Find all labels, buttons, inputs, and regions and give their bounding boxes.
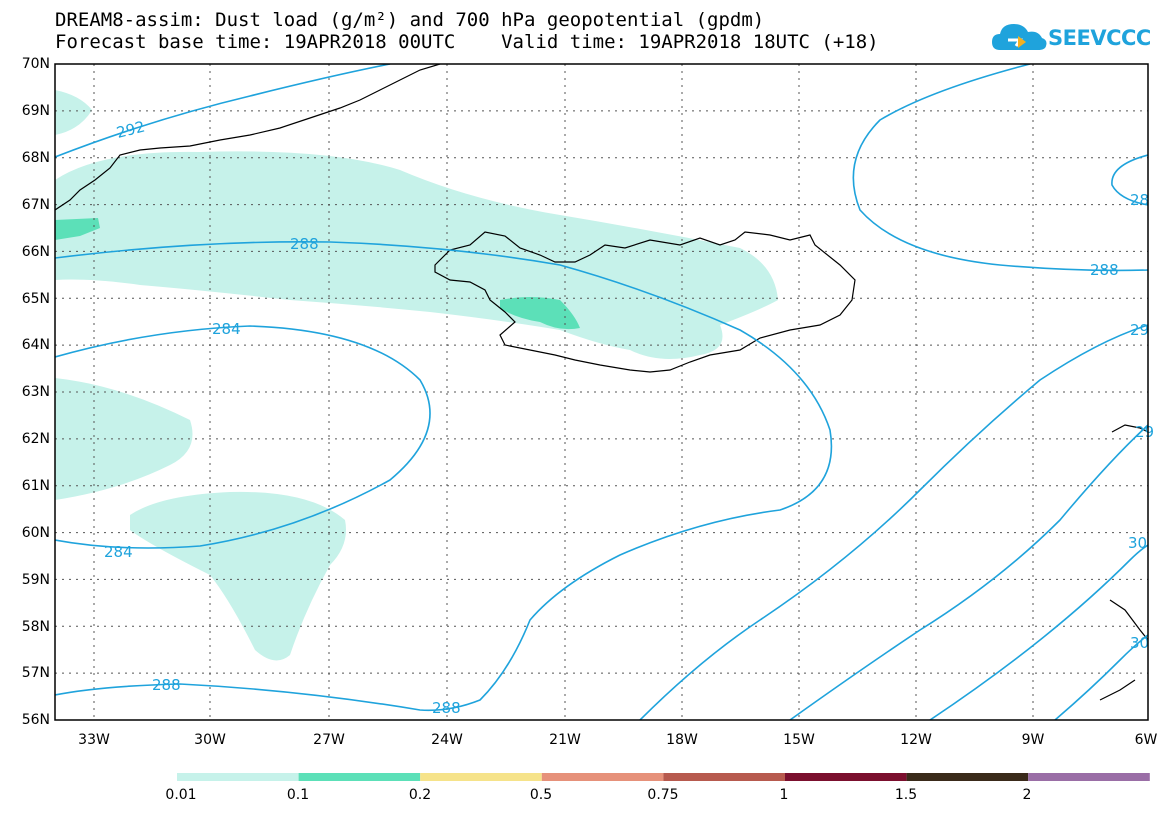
contour-label: 28 [1130, 191, 1149, 209]
contour-label: 288 [432, 699, 461, 717]
iceland-coast [434, 231, 856, 373]
colorbar-swatch [177, 773, 299, 781]
geopotential-contours [55, 64, 1148, 720]
colorbar-swatch [785, 773, 907, 781]
lat-label: 65N [21, 291, 50, 307]
dust-area-west [55, 378, 193, 500]
lon-label: 30W [194, 732, 226, 748]
dust-core-west [55, 218, 100, 240]
forecast-time-line: Forecast base time: 19APR2018 00UTC Vali… [55, 31, 879, 53]
colorbar-label: 2 [1022, 787, 1032, 803]
lat-label: 69N [21, 103, 50, 119]
lat-label: 66N [21, 244, 50, 260]
contour-label: 288 [1090, 261, 1119, 279]
colorbar-label: 0.1 [286, 787, 310, 803]
map-title: DREAM8-assim: Dust load (g/m²) and 700 h… [55, 9, 765, 31]
lat-label: 61N [21, 478, 50, 494]
lat-lon-grid [55, 64, 1148, 720]
colorbar-swatch [541, 773, 664, 781]
dust-area-nw [55, 90, 92, 135]
contour-30-b [1054, 634, 1148, 720]
contour-label: 29 [1130, 321, 1149, 339]
lon-label: 27W [313, 732, 345, 748]
dust-load-shading [55, 90, 778, 661]
colorbar-label: 0.01 [165, 787, 197, 803]
logo-text: SEEVCCC [1048, 26, 1151, 50]
colorbar-label: 1 [779, 787, 789, 803]
lat-label: 67N [21, 197, 50, 213]
lon-label: 24W [431, 732, 463, 748]
contour-284 [55, 325, 431, 549]
lon-label: 15W [783, 732, 815, 748]
contour-288-east [852, 64, 1148, 272]
contour-28-east [1111, 154, 1148, 206]
lat-label: 70N [21, 56, 50, 72]
seevccc-logo: SEEVCCC [990, 18, 1151, 58]
colorbar-swatch [420, 773, 542, 781]
dust-area-south [130, 491, 346, 661]
lat-label: 56N [21, 712, 50, 728]
colorbar-swatch [1028, 773, 1150, 781]
contour-label: 284 [104, 543, 133, 561]
contour-29-b [789, 424, 1148, 720]
colorbar-label: 0.75 [647, 787, 679, 803]
lon-label: 18W [666, 732, 698, 748]
lon-label: 6W [1134, 732, 1158, 748]
contour-label: 29 [1135, 423, 1154, 441]
lat-label: 59N [21, 572, 50, 588]
contour-30-a [929, 544, 1148, 720]
dust-area-north [55, 151, 778, 359]
lon-label: 9W [1021, 732, 1045, 748]
colorbar-label: 0.5 [529, 787, 553, 803]
coastlines [55, 64, 1148, 701]
greenland-coast [55, 64, 441, 211]
lat-label: 58N [21, 619, 50, 635]
contour-label: 292 [115, 117, 147, 141]
colorbar-swatch [298, 773, 421, 781]
contour-29-a [639, 324, 1148, 720]
contour-label: 288 [290, 235, 319, 253]
dust-core-iceland [500, 297, 580, 330]
cloud-logo-icon [992, 24, 1047, 50]
faroe-shetland-coast [1099, 424, 1148, 701]
map-frame [54, 63, 1149, 721]
colorbar-swatch [663, 773, 785, 781]
lon-label: 33W [78, 732, 110, 748]
contour-292 [55, 64, 391, 158]
lat-label: 63N [21, 384, 50, 400]
contour-label: 288 [152, 676, 181, 694]
colorbar-label: 1.5 [894, 787, 918, 803]
colorbar-swatch [906, 773, 1029, 781]
lat-label: 62N [21, 431, 50, 447]
contour-288-north [55, 241, 833, 712]
lon-label: 21W [549, 732, 581, 748]
contour-label: 30 [1128, 534, 1147, 552]
colorbar-label: 0.2 [408, 787, 432, 803]
contour-label-group: 292 288 284 284 288 288 288 28 29 29 30 … [104, 117, 1154, 717]
lon-label: 12W [900, 732, 932, 748]
lat-label: 64N [21, 337, 50, 353]
contour-label: 30 [1130, 634, 1149, 652]
lat-label: 68N [21, 150, 50, 166]
lat-label: 57N [21, 665, 50, 681]
colorbar [177, 773, 1150, 781]
lat-label: 60N [21, 525, 50, 541]
contour-label: 284 [212, 320, 241, 338]
